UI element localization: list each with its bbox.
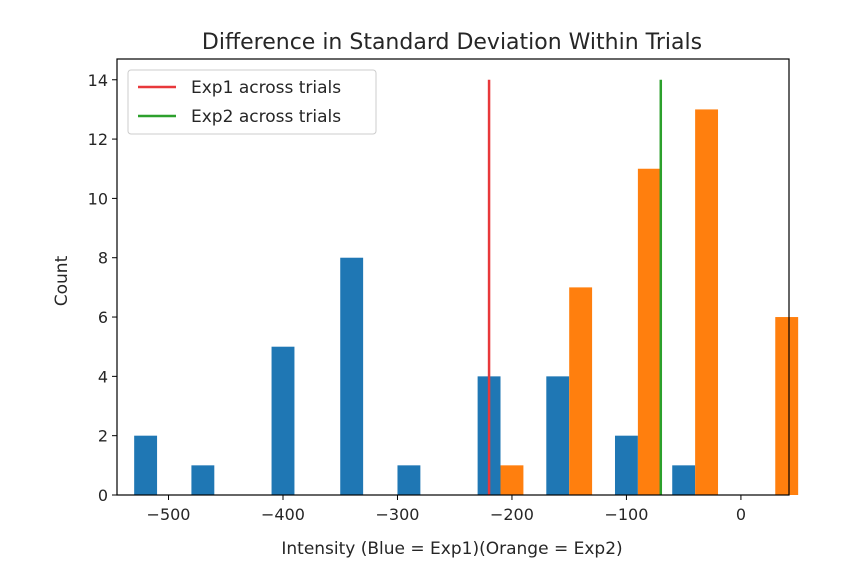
legend-box — [127, 69, 377, 135]
x-tick-label: −200 — [490, 505, 534, 524]
plot-frame — [116, 58, 790, 496]
bar-series2-3 — [695, 109, 719, 496]
y-axis: 0 2 4 6 8 10 12 14 — [88, 71, 117, 505]
bar-series1-4 — [397, 465, 421, 495]
legend-label-1: Exp1 across trials — [191, 78, 341, 98]
y-tick-label: 8 — [98, 249, 108, 268]
bar-series2-4 — [775, 317, 799, 495]
bar-series2-2 — [637, 168, 661, 495]
x-tick-label: 0 — [736, 505, 746, 524]
bar-series1-8 — [672, 465, 696, 495]
x-tick-label: −100 — [604, 505, 648, 524]
bar-series2-0 — [500, 465, 524, 495]
legend-label-2: Exp2 across trials — [191, 107, 341, 127]
y-axis-label: Count — [52, 255, 72, 306]
y-tick-label: 0 — [98, 486, 108, 505]
bar-series1-3 — [340, 257, 364, 495]
y-tick-label: 4 — [98, 367, 108, 386]
y-tick-label: 12 — [88, 130, 108, 149]
y-tick-label: 10 — [88, 189, 108, 208]
legend: Exp1 across trials Exp2 across trials — [127, 69, 377, 135]
chart-title: Difference in Standard Deviation Within … — [202, 30, 702, 55]
bar-series1-0 — [134, 435, 158, 495]
plot-area — [134, 79, 799, 496]
y-tick-label: 14 — [88, 71, 108, 90]
x-tick-label: −500 — [147, 505, 191, 524]
bar-series1-1 — [191, 465, 215, 495]
y-tick-label: 2 — [98, 427, 108, 446]
x-tick-label: −300 — [376, 505, 420, 524]
x-axis: −500 −400 −300 −200 −100 0 — [147, 495, 746, 524]
bar-series1-6 — [546, 376, 570, 495]
bar-series1-7 — [614, 435, 638, 495]
y-tick-label: 6 — [98, 308, 108, 327]
x-tick-label: −400 — [261, 505, 305, 524]
x-axis-label: Intensity (Blue = Exp1)(Orange = Exp2) — [281, 539, 622, 559]
bar-series2-1 — [569, 287, 593, 495]
bar-series1-2 — [271, 346, 295, 495]
